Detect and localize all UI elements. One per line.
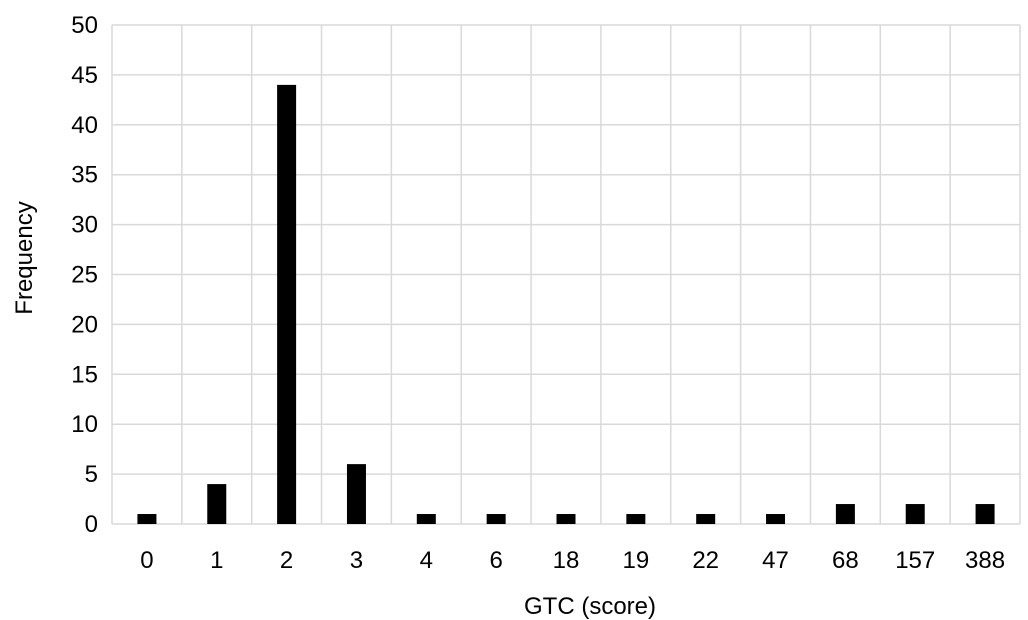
bars — [137, 84, 995, 524]
x-tick-label: 19 — [622, 547, 649, 574]
y-tick-label: 40 — [71, 112, 98, 139]
y-tick-label: 5 — [85, 461, 98, 488]
x-tick-labels: 0 1 2 3 4 6 18 19 22 47 68 157 388 — [140, 547, 1005, 574]
y-tick-label: 0 — [85, 511, 98, 538]
y-tick-label: 10 — [71, 411, 98, 438]
bar — [207, 484, 227, 524]
y-tick-label: 50 — [71, 12, 98, 39]
x-axis-title: GTC (score) — [524, 593, 656, 620]
bar — [416, 514, 436, 524]
bar — [766, 514, 786, 524]
bar — [556, 514, 576, 524]
bar — [277, 84, 297, 524]
y-axis-title: Frequency — [11, 201, 38, 314]
y-tick-labels: 0 5 10 15 20 25 30 35 40 45 50 — [71, 12, 98, 538]
y-tick-label: 35 — [71, 162, 98, 189]
bar — [626, 514, 646, 524]
y-tick-label: 30 — [71, 212, 98, 239]
x-tick-label: 157 — [895, 547, 935, 574]
bar — [696, 514, 716, 524]
x-tick-label: 68 — [832, 547, 859, 574]
x-tick-label: 47 — [762, 547, 789, 574]
x-tick-label: 2 — [280, 547, 293, 574]
y-tick-label: 20 — [71, 311, 98, 338]
bar — [975, 504, 995, 524]
y-tick-label: 25 — [71, 262, 98, 289]
bar — [137, 514, 157, 524]
x-tick-label: 22 — [692, 547, 719, 574]
x-tick-label: 388 — [965, 547, 1005, 574]
bar — [905, 504, 925, 524]
x-tick-label: 1 — [210, 547, 223, 574]
y-tick-label: 15 — [71, 361, 98, 388]
x-tick-label: 18 — [553, 547, 580, 574]
gridlines — [111, 24, 1021, 525]
x-tick-label: 0 — [140, 547, 153, 574]
bar — [346, 464, 366, 524]
y-tick-label: 45 — [71, 62, 98, 89]
x-tick-label: 6 — [489, 547, 502, 574]
x-tick-label: 3 — [350, 547, 363, 574]
bar — [486, 514, 506, 524]
bar — [835, 504, 855, 524]
x-tick-label: 4 — [420, 547, 433, 574]
